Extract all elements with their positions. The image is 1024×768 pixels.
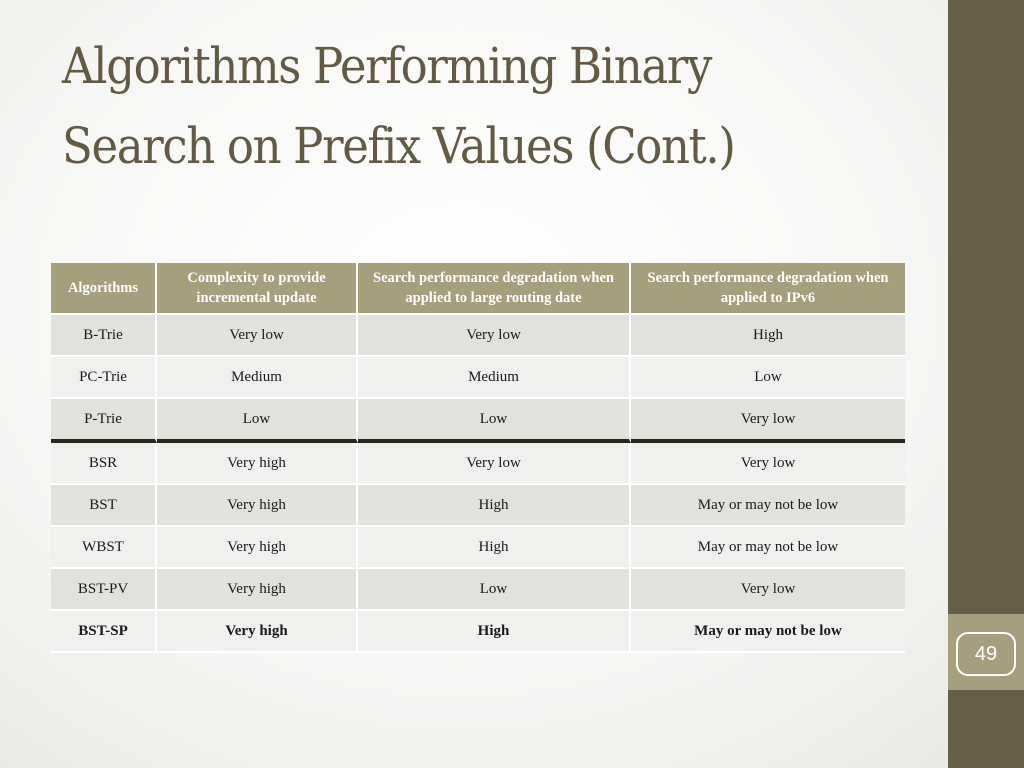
cell-incremental-update: Very low — [157, 315, 358, 357]
cell-algorithm: BST — [51, 485, 157, 527]
table-row: B-Trie Very low Very low High — [51, 315, 905, 357]
cell-incremental-update: Very high — [157, 611, 358, 653]
cell-ipv6: May or may not be low — [631, 485, 905, 527]
cell-algorithm: WBST — [51, 527, 157, 569]
table-row: BSR Very high Very low Very low — [51, 443, 905, 485]
cell-algorithm: BSR — [51, 443, 157, 485]
cell-incremental-update: Medium — [157, 357, 358, 399]
table-row: BST-SP Very high High May or may not be … — [51, 611, 905, 653]
cell-large-routing: Medium — [358, 357, 631, 399]
cell-ipv6: May or may not be low — [631, 611, 905, 653]
cell-algorithm: B-Trie — [51, 315, 157, 357]
cell-large-routing: Very low — [358, 315, 631, 357]
table-row: P-Trie Low Low Very low — [51, 399, 905, 443]
cell-large-routing: Low — [358, 399, 631, 443]
header-ipv6-degradation: Search performance degradation when appl… — [631, 263, 905, 315]
cell-large-routing: High — [358, 611, 631, 653]
cell-incremental-update: Low — [157, 399, 358, 443]
cell-algorithm: PC-Trie — [51, 357, 157, 399]
cell-algorithm: P-Trie — [51, 399, 157, 443]
cell-incremental-update: Very high — [157, 527, 358, 569]
cell-algorithm: BST-PV — [51, 569, 157, 611]
cell-ipv6: May or may not be low — [631, 527, 905, 569]
cell-incremental-update: Very high — [157, 443, 358, 485]
cell-ipv6: Low — [631, 357, 905, 399]
cell-large-routing: Low — [358, 569, 631, 611]
cell-algorithm: BST-SP — [51, 611, 157, 653]
table-row: PC-Trie Medium Medium Low — [51, 357, 905, 399]
table-row: WBST Very high High May or may not be lo… — [51, 527, 905, 569]
cell-large-routing: High — [358, 485, 631, 527]
cell-large-routing: High — [358, 527, 631, 569]
cell-ipv6: High — [631, 315, 905, 357]
cell-incremental-update: Very high — [157, 569, 358, 611]
cell-ipv6: Very low — [631, 569, 905, 611]
table-row: BST Very high High May or may not be low — [51, 485, 905, 527]
table-header-row: Algorithms Complexity to provide increme… — [51, 263, 905, 315]
comparison-table: Algorithms Complexity to provide increme… — [51, 263, 905, 653]
cell-incremental-update: Very high — [157, 485, 358, 527]
table-row: BST-PV Very high Low Very low — [51, 569, 905, 611]
header-large-routing-degradation: Search performance degradation when appl… — [358, 263, 631, 315]
cell-ipv6: Very low — [631, 399, 905, 443]
page-number: 49 — [956, 632, 1016, 676]
header-incremental-update: Complexity to provide incremental update — [157, 263, 358, 315]
page-number-tab — [948, 614, 1024, 690]
cell-large-routing: Very low — [358, 443, 631, 485]
header-algorithms: Algorithms — [51, 263, 157, 315]
slide-title: Algorithms Performing Binary Search on P… — [62, 37, 736, 175]
cell-ipv6: Very low — [631, 443, 905, 485]
